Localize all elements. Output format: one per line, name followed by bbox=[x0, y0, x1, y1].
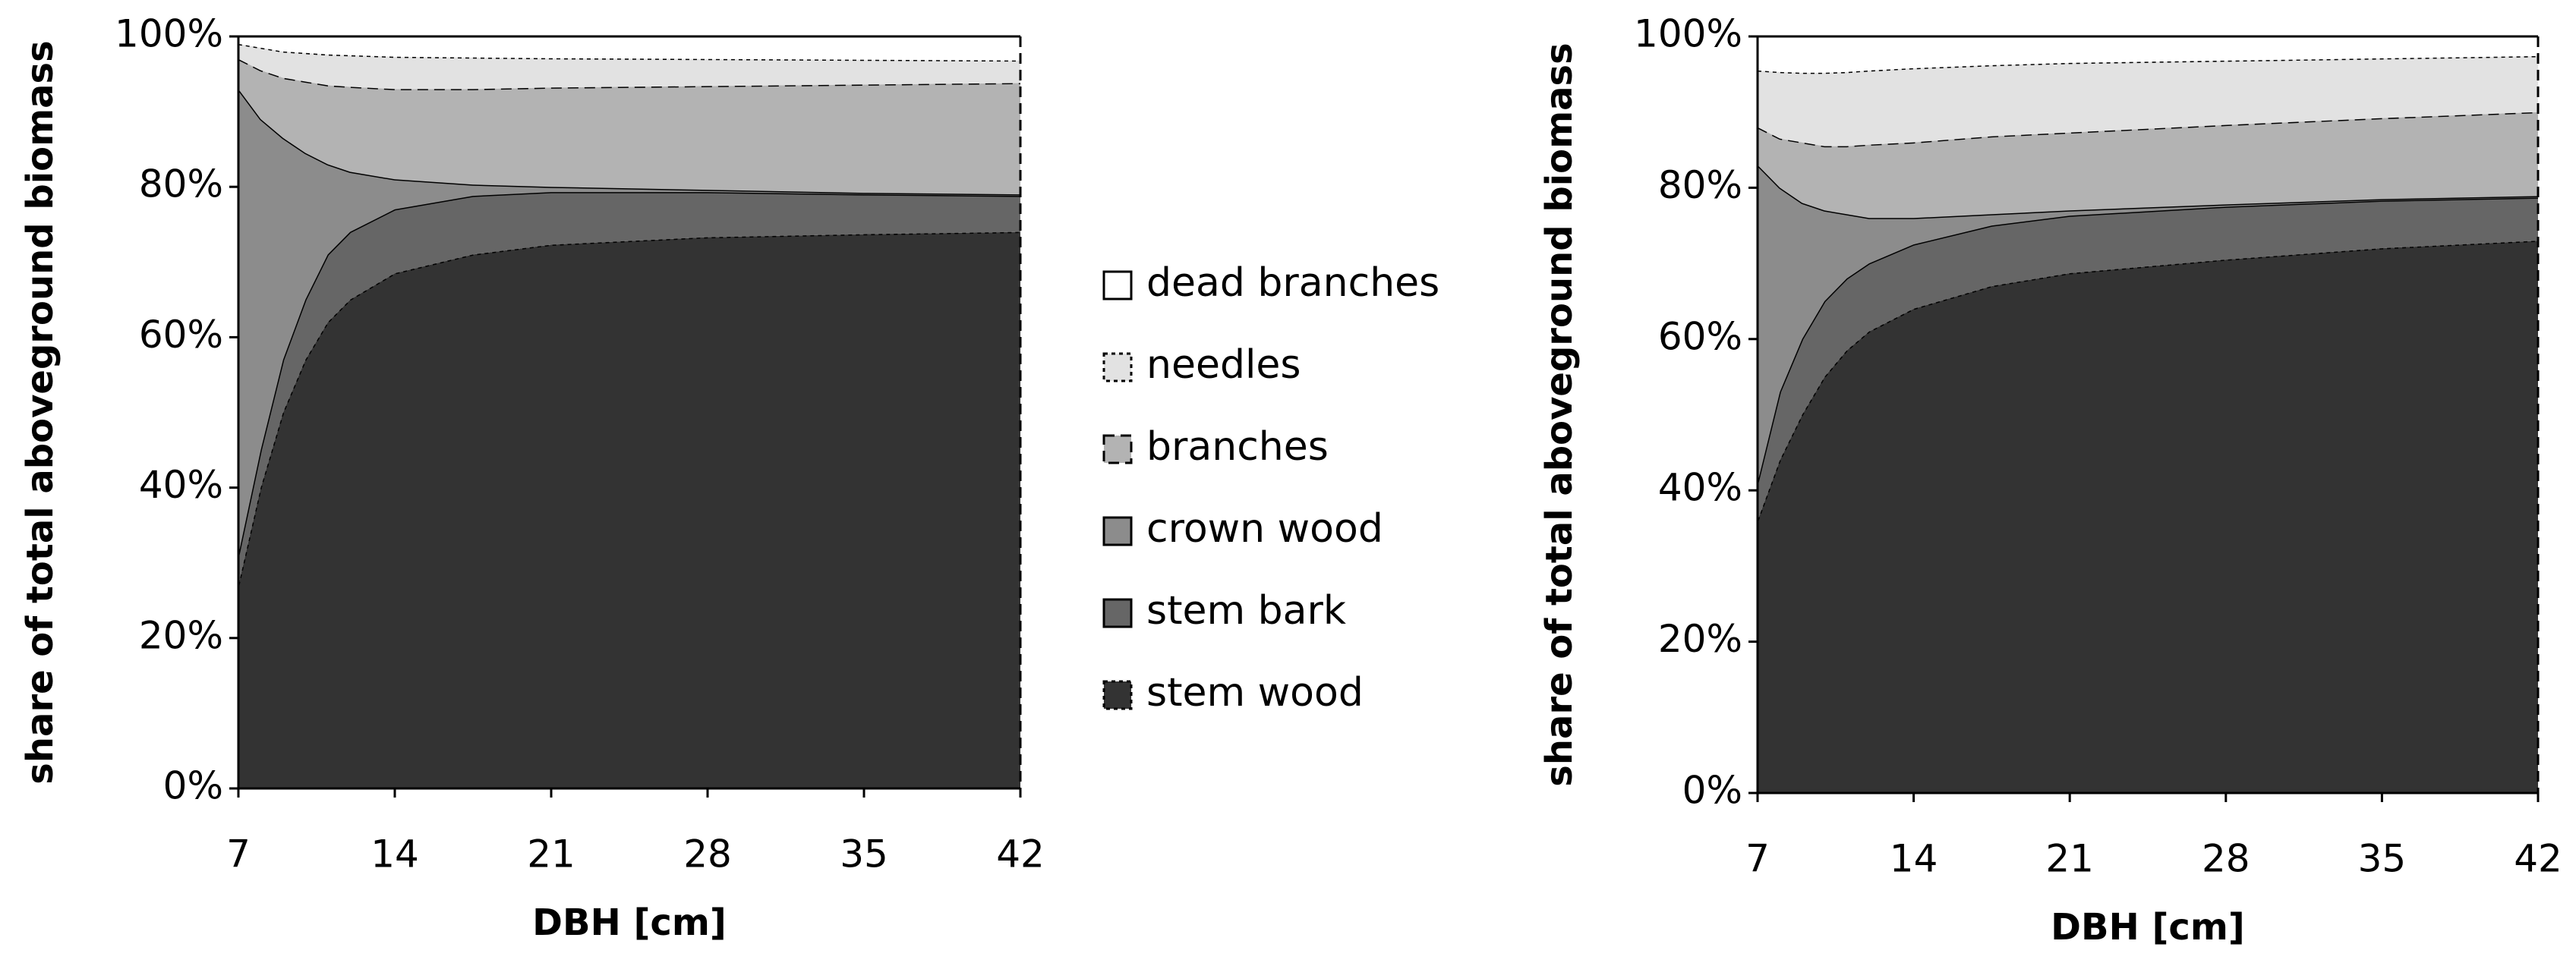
y-axis-title: share of total aboveground biomass bbox=[1538, 42, 1581, 786]
area bbox=[1758, 55, 2538, 146]
area-edge bbox=[1757, 111, 2539, 148]
y-tick-label: 60% bbox=[139, 313, 223, 357]
legend-swatch bbox=[1102, 270, 1133, 300]
legend-label: stem wood bbox=[1146, 670, 1364, 716]
area bbox=[238, 192, 1020, 586]
area-edge bbox=[237, 231, 1021, 586]
area bbox=[238, 58, 1020, 195]
x-tick-label: 42 bbox=[996, 832, 1045, 876]
legend-label: stem bark bbox=[1146, 588, 1346, 634]
legend-label: dead branches bbox=[1146, 260, 1439, 306]
x-tick-label: 28 bbox=[683, 832, 732, 876]
y-tick-label: 40% bbox=[139, 463, 223, 507]
y-tick-label: 100% bbox=[1634, 12, 1742, 56]
x-axis-title: DBH [cm] bbox=[2051, 906, 2245, 949]
y-tick-label: 100% bbox=[115, 12, 223, 56]
legend-swatch bbox=[1102, 434, 1133, 464]
x-tick-label: 14 bbox=[370, 832, 419, 876]
x-tick-label: 7 bbox=[226, 832, 251, 876]
y-tick-label: 20% bbox=[1658, 617, 1742, 661]
y-tick-label: 80% bbox=[1658, 163, 1742, 207]
legend-label: crown wood bbox=[1146, 506, 1383, 552]
area bbox=[1758, 36, 2538, 73]
x-tick-label: 14 bbox=[1890, 837, 1938, 881]
area bbox=[1758, 197, 2538, 521]
legend-swatch bbox=[1102, 516, 1133, 546]
x-axis-title: DBH [cm] bbox=[532, 901, 727, 944]
area-edge bbox=[1757, 55, 2539, 74]
y-tick-label: 20% bbox=[139, 613, 223, 657]
y-tick-label: 40% bbox=[1658, 466, 1742, 510]
y-tick-label: 80% bbox=[139, 162, 223, 206]
y-tick-label: 60% bbox=[1658, 314, 1742, 358]
x-tick-label: 42 bbox=[2514, 837, 2562, 881]
y-axis-title: share of total aboveground biomass bbox=[19, 40, 61, 784]
area bbox=[1758, 241, 2538, 793]
legend-swatch bbox=[1102, 680, 1133, 710]
x-tick-label: 35 bbox=[840, 832, 888, 876]
y-tick-label: 0% bbox=[163, 764, 223, 808]
legend-swatch bbox=[1102, 598, 1133, 628]
legend-label: branches bbox=[1146, 424, 1329, 470]
x-tick-label: 7 bbox=[1745, 837, 1770, 881]
x-tick-label: 28 bbox=[2202, 837, 2250, 881]
legend-swatch bbox=[1102, 352, 1133, 382]
area bbox=[238, 36, 1020, 61]
x-tick-label: 21 bbox=[527, 832, 575, 876]
area bbox=[1758, 112, 2538, 219]
legend-label: needles bbox=[1146, 342, 1301, 388]
area bbox=[238, 43, 1020, 90]
x-tick-label: 21 bbox=[2045, 837, 2094, 881]
area bbox=[238, 231, 1020, 788]
x-tick-label: 35 bbox=[2358, 837, 2407, 881]
y-tick-label: 0% bbox=[1682, 769, 1742, 813]
